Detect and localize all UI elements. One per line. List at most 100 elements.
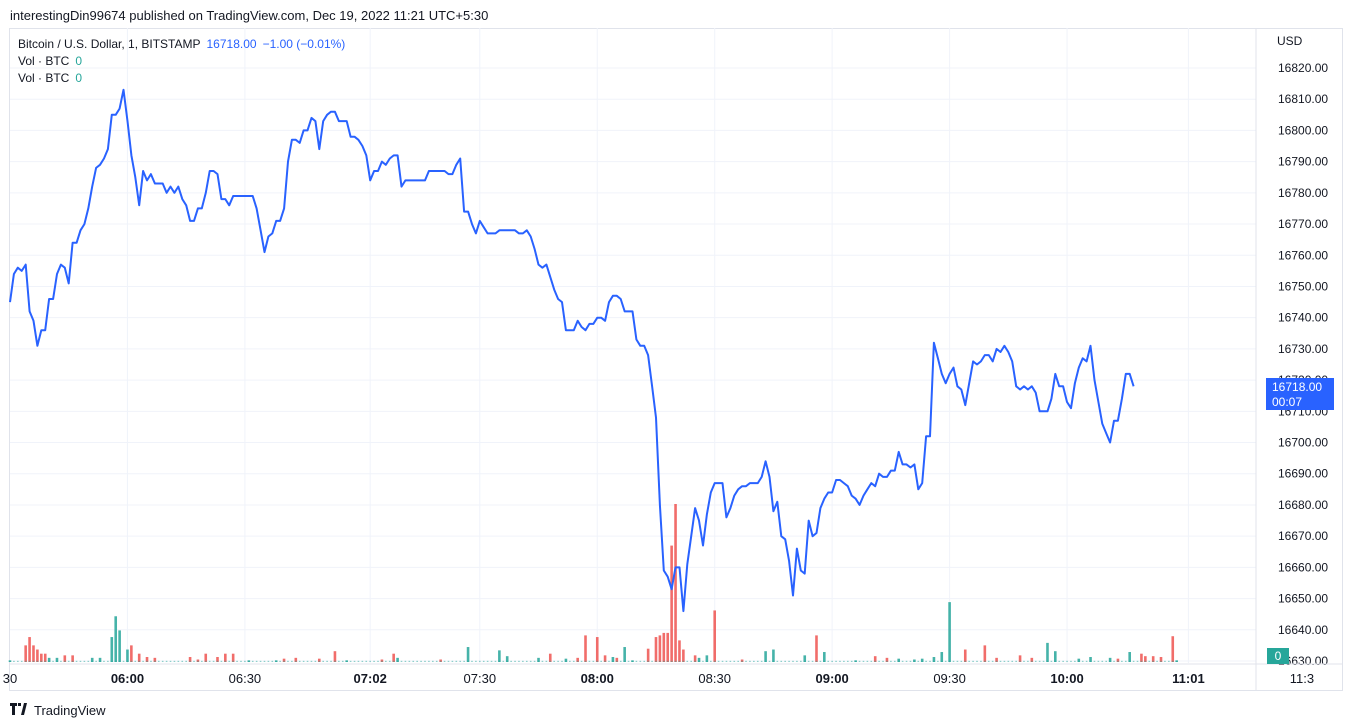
volume-bar-minor bbox=[608, 660, 610, 662]
volume-bar bbox=[224, 653, 227, 662]
volume-bar-minor bbox=[588, 660, 591, 662]
volume-bar-minor bbox=[807, 660, 810, 662]
volume-bar bbox=[1140, 653, 1143, 662]
time-tick-label: 09:00 bbox=[816, 671, 849, 686]
volume-bar-minor bbox=[161, 660, 164, 662]
volume-bar-minor bbox=[553, 660, 555, 662]
volume-bar-minor bbox=[643, 660, 646, 662]
volume-bar-minor bbox=[764, 660, 767, 662]
volume-bar bbox=[940, 652, 944, 662]
volume-bar bbox=[28, 637, 31, 662]
time-axis[interactable]: 30 06:00 06:30 07:02 07:30 08:00 08:30 09:00 09:… bbox=[3, 663, 1343, 686]
volume-bar bbox=[216, 657, 219, 662]
last-volume-tag: 0 bbox=[1267, 648, 1289, 664]
volume-legend-row-1[interactable]: Vol · BTC 0 bbox=[18, 53, 345, 70]
volume-bar-minor bbox=[201, 660, 203, 662]
published-by-text: interestingDin99674 published on Trading… bbox=[10, 8, 489, 23]
volume-bar-minor bbox=[455, 660, 458, 662]
volume-bar-minor bbox=[408, 660, 411, 662]
volume-bar-minor bbox=[862, 660, 865, 662]
volume-bar-minor bbox=[803, 660, 806, 662]
footer-brand[interactable]: TradingView bbox=[10, 702, 106, 718]
volume-bar bbox=[705, 655, 709, 662]
volume-bar-minor bbox=[1019, 660, 1021, 662]
volume-bar bbox=[71, 655, 74, 662]
volume-bar-minor bbox=[244, 660, 246, 662]
volume-bar-minor bbox=[940, 660, 943, 662]
volume-bar-minor bbox=[1124, 660, 1127, 662]
volume-bar-minor bbox=[666, 660, 669, 662]
volume-bar-minor bbox=[674, 660, 677, 662]
volume-bar-minor bbox=[385, 660, 387, 662]
volume-bar bbox=[1089, 657, 1092, 662]
volume-bar-minor bbox=[236, 660, 238, 662]
volume-bar-minor bbox=[490, 660, 493, 662]
volume-bar-minor bbox=[1007, 660, 1010, 662]
volume-bar-minor bbox=[921, 660, 923, 662]
volume-bar-minor bbox=[79, 660, 82, 662]
volume-bar-minor bbox=[580, 660, 583, 662]
symbol-legend-row[interactable]: Bitcoin / U.S. Dollar, 1, BITSTAMP 16718.… bbox=[18, 36, 345, 53]
volume-bar-minor bbox=[604, 660, 606, 662]
price-tick-label: 16790.00 bbox=[1278, 155, 1328, 169]
volume-bar-minor bbox=[858, 660, 861, 662]
volume-bar bbox=[670, 545, 673, 662]
volume-bar-minor bbox=[709, 660, 712, 662]
volume-bar-minor bbox=[439, 660, 442, 662]
volume-bar bbox=[118, 630, 121, 662]
volume-bar bbox=[713, 610, 716, 662]
volume-bar-minor bbox=[545, 660, 548, 662]
volume-bar-minor bbox=[897, 660, 900, 662]
volume-bar-minor bbox=[839, 660, 841, 662]
volume-bar-minor bbox=[1109, 660, 1111, 662]
volume-bar-minor bbox=[561, 660, 563, 662]
volume-bar bbox=[803, 655, 807, 662]
volume-bar-minor bbox=[9, 660, 11, 662]
volume-bar bbox=[983, 645, 987, 662]
volume-bar-minor bbox=[506, 660, 509, 662]
volume-bar-minor bbox=[95, 660, 97, 662]
volume-bar bbox=[658, 635, 662, 662]
price-axis[interactable]: 16820.00 16810.00 16800.00 16790.00 16780.00… bbox=[1255, 28, 1328, 691]
volume-bar-minor bbox=[678, 660, 681, 662]
volume-bar-minor bbox=[866, 660, 869, 662]
volume-legend-row-2[interactable]: Vol · BTC 0 bbox=[18, 70, 345, 87]
chart-frame[interactable] bbox=[9, 28, 1343, 691]
volume-bar bbox=[1054, 651, 1057, 662]
volume-bar bbox=[873, 656, 877, 662]
price-tick-label: 16820.00 bbox=[1278, 61, 1328, 75]
time-tick-label: 06:00 bbox=[111, 671, 144, 686]
volume-bar-minor bbox=[185, 660, 187, 662]
volume-bar-minor bbox=[40, 660, 43, 662]
volume-bar bbox=[584, 635, 587, 662]
volume-bar bbox=[40, 653, 43, 662]
volume-bar-minor bbox=[733, 660, 736, 662]
volume-bar-minor bbox=[298, 660, 301, 662]
volume-bar-minor bbox=[1038, 660, 1041, 662]
volume-bar-minor bbox=[420, 660, 422, 662]
volume-bar-minor bbox=[1156, 660, 1158, 662]
volume-bar-minor bbox=[878, 660, 880, 662]
volume-bar-minor bbox=[616, 660, 618, 662]
volume-bar-minor bbox=[960, 660, 963, 662]
volume-bar-minor bbox=[565, 660, 567, 662]
volume-bar-minor bbox=[811, 660, 814, 662]
volume-bar-minor bbox=[776, 660, 779, 662]
volume-bar-minor bbox=[850, 660, 853, 662]
volume-bar bbox=[963, 649, 967, 662]
volume-bar-minor bbox=[267, 660, 270, 662]
volume-bar-minor bbox=[498, 660, 501, 662]
volume-bar-minor bbox=[647, 660, 649, 662]
volume-bar-minor bbox=[318, 660, 321, 662]
volume-bar-minor bbox=[1027, 660, 1029, 662]
volume-bar-minor bbox=[510, 660, 512, 662]
volume-bar-minor bbox=[800, 660, 802, 662]
volume-bar bbox=[130, 645, 133, 662]
volume-bar-minor bbox=[1136, 660, 1139, 662]
volume-bar-minor bbox=[991, 660, 994, 662]
volume-bar bbox=[693, 655, 697, 662]
volume-bar-minor bbox=[682, 660, 685, 662]
volume-bar-minor bbox=[933, 660, 935, 662]
volume-bar bbox=[1108, 657, 1112, 662]
